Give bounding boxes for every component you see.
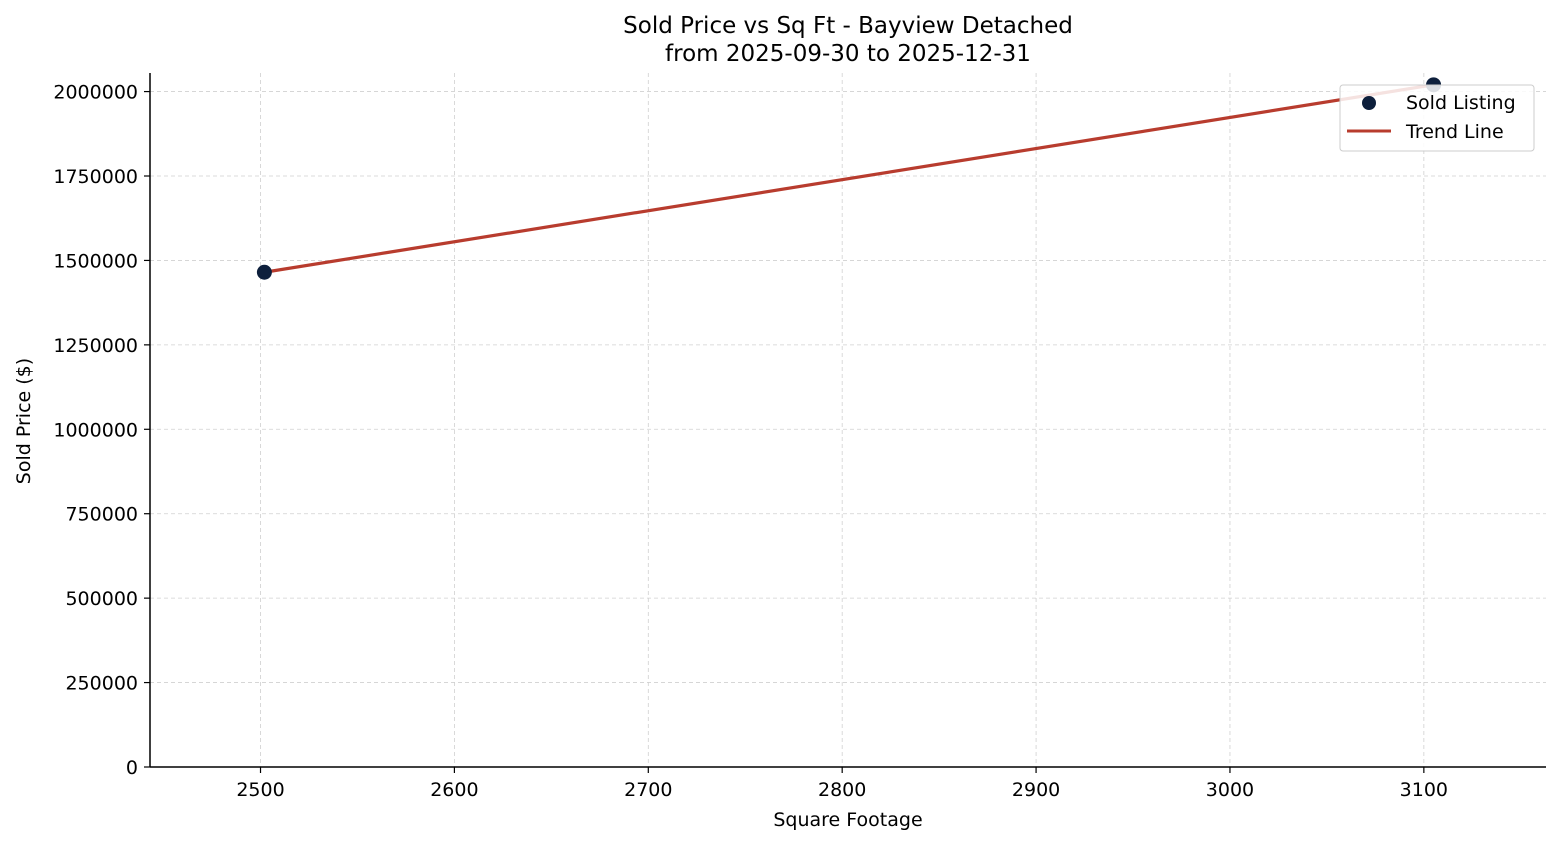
- x-tick-label: 2500: [236, 779, 284, 801]
- x-tick-label: 2700: [624, 779, 672, 801]
- chart-subtitle: from 2025-09-30 to 2025-12-31: [665, 41, 1031, 67]
- legend-label-trend-line: Trend Line: [1405, 121, 1504, 143]
- trend-line: [264, 83, 1434, 274]
- y-tick-label: 500000: [65, 588, 138, 610]
- y-tick-label: 1250000: [53, 335, 138, 357]
- x-axis-label: Square Footage: [773, 809, 922, 831]
- axes-layer: 2500 2600 2700 2800 2900 3000 3100 0 250000 50000…: [53, 73, 1546, 801]
- trend-layer: [264, 83, 1434, 274]
- legend-box: [1339, 84, 1535, 152]
- scatter-point: [256, 264, 272, 280]
- y-tick-label: 1500000: [53, 250, 138, 272]
- x-tick-label: 3000: [1206, 779, 1254, 801]
- x-tick-label: 2800: [818, 779, 866, 801]
- y-tick-label: 2000000: [53, 82, 138, 104]
- legend: Sold Listing Trend Line: [1339, 84, 1535, 152]
- y-tick-label: 1750000: [53, 166, 138, 188]
- chart-title: Sold Price vs Sq Ft - Bayview Detached: [623, 13, 1073, 39]
- legend-marker-sold-listing: [1362, 96, 1376, 110]
- y-tick-label: 0: [126, 757, 138, 779]
- y-tick-label: 750000: [65, 504, 138, 526]
- x-tick-label: 3100: [1400, 779, 1448, 801]
- y-axis-label: Sold Price ($): [13, 358, 35, 484]
- x-tick-label: 2600: [430, 779, 478, 801]
- y-tick-label: 1000000: [53, 419, 138, 441]
- legend-label-sold-listing: Sold Listing: [1406, 92, 1516, 114]
- x-tick-label: 2900: [1012, 779, 1060, 801]
- y-tick-label: 250000: [65, 673, 138, 695]
